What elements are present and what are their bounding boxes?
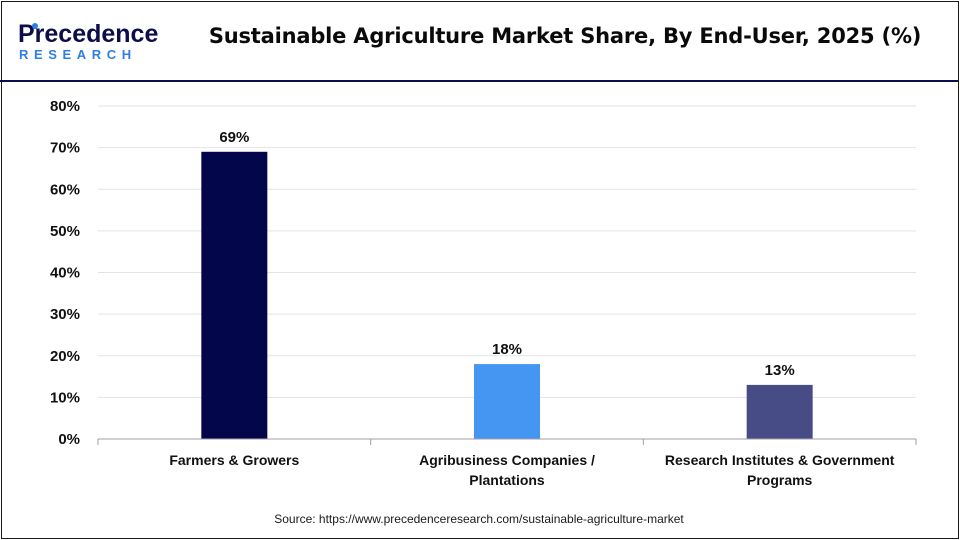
y-tick-label: 20%	[50, 348, 80, 365]
data-label: 18%	[492, 341, 522, 358]
bar	[474, 364, 540, 439]
chart-title: Sustainable Agriculture Market Share, By…	[208, 24, 922, 48]
x-axis: Farmers & Growers Agribusiness Companies …	[97, 438, 917, 488]
bar-chart: 0% 10% 20% 30% 40% 50% 60% 70% 80% 69% 18% 13% Far…	[50, 98, 917, 488]
y-tick-label: 70%	[50, 140, 80, 157]
x-tick-label: Farmers & Growers	[169, 452, 299, 468]
chart-header: Precedence RESEARCH Sustainable Agricult…	[0, 0, 958, 80]
bar	[746, 384, 813, 439]
y-tick-label: 40%	[50, 265, 80, 282]
y-tick-label: 50%	[50, 223, 80, 240]
y-tick-label: 0%	[58, 431, 80, 448]
y-axis-ticks: 0% 10% 20% 30% 40% 50% 60% 70% 80%	[50, 98, 80, 448]
value-labels: 69% 18% 13%	[219, 129, 794, 379]
bars	[201, 151, 813, 439]
y-tick-label: 80%	[50, 98, 80, 115]
logo-text-top: Precedence	[18, 20, 158, 48]
header-divider	[0, 80, 958, 82]
data-label: 13%	[765, 362, 795, 379]
y-tick-label: 10%	[50, 389, 80, 406]
x-tick-label: Agribusiness Companies / Plantations	[419, 452, 595, 488]
data-label: 69%	[219, 129, 249, 146]
precedence-research-logo: Precedence RESEARCH	[18, 20, 158, 62]
x-tick-label: Research Institutes & Government Programs	[665, 452, 895, 488]
y-tick-label: 30%	[50, 306, 80, 323]
bar	[201, 151, 268, 439]
source-note: Source: https://www.precedenceresearch.c…	[274, 512, 684, 526]
logo-dot-icon	[32, 23, 38, 29]
y-tick-label: 60%	[50, 181, 80, 198]
logo-text-bottom: RESEARCH	[19, 47, 137, 62]
